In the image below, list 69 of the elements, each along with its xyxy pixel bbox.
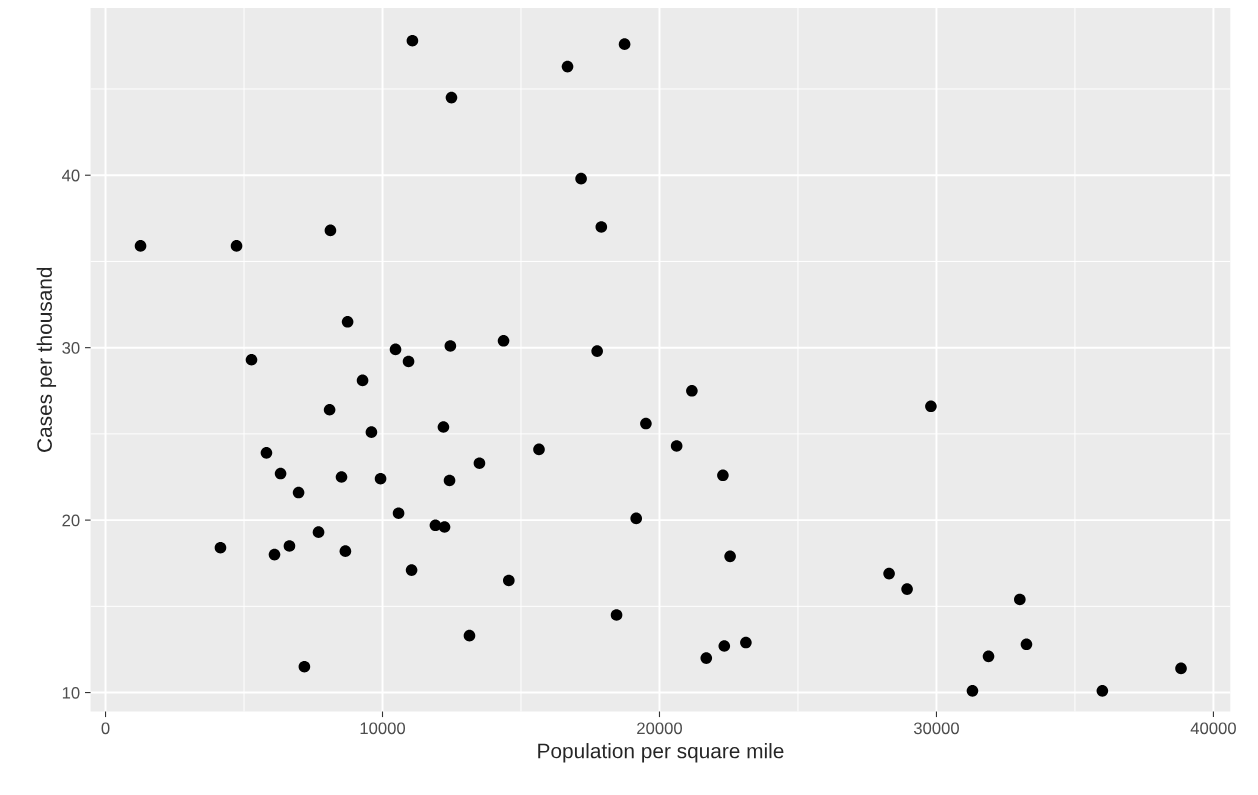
x-tick-label: 30000 xyxy=(913,722,959,735)
point xyxy=(392,507,405,520)
x-tick-label: 10000 xyxy=(360,722,406,735)
point xyxy=(686,384,698,397)
point xyxy=(1175,662,1187,675)
point xyxy=(214,541,227,554)
point xyxy=(134,240,147,252)
point xyxy=(356,374,369,387)
point xyxy=(312,526,325,538)
point xyxy=(533,443,545,456)
x-tick-label: 0 xyxy=(101,722,110,735)
point xyxy=(717,469,729,482)
point xyxy=(630,512,643,525)
point xyxy=(473,457,486,470)
x-axis-title: Population per square mile xyxy=(538,743,784,763)
point xyxy=(610,609,623,621)
point xyxy=(365,426,378,438)
point xyxy=(268,548,281,561)
point xyxy=(374,472,387,485)
point xyxy=(497,334,510,347)
point xyxy=(618,38,631,50)
y-tick-label: 20 xyxy=(62,514,80,527)
point xyxy=(595,221,608,233)
x-tick-label: 40000 xyxy=(1190,722,1236,735)
point xyxy=(670,440,683,452)
point xyxy=(245,353,258,366)
point xyxy=(718,640,731,652)
point xyxy=(324,224,337,237)
point xyxy=(437,421,450,433)
point xyxy=(640,417,652,430)
point xyxy=(503,574,515,587)
point xyxy=(389,343,402,356)
point xyxy=(591,345,603,357)
point xyxy=(402,355,415,368)
point xyxy=(925,400,937,413)
point xyxy=(700,652,713,664)
point xyxy=(443,474,456,487)
x-tick-label: 20000 xyxy=(637,722,682,735)
point xyxy=(1014,593,1026,606)
point xyxy=(323,403,336,416)
y-axis-title: Cases per thousand xyxy=(36,267,57,452)
point xyxy=(1020,638,1033,651)
point xyxy=(883,567,895,580)
point xyxy=(335,471,348,483)
point xyxy=(406,34,419,47)
point xyxy=(444,340,457,352)
point xyxy=(966,685,979,697)
point xyxy=(1096,685,1109,697)
y-tick-label: 30 xyxy=(62,342,80,354)
point xyxy=(463,629,476,642)
point xyxy=(341,315,354,328)
point xyxy=(260,447,273,459)
point xyxy=(283,540,296,552)
point xyxy=(445,91,458,104)
point xyxy=(740,636,752,649)
point xyxy=(230,240,243,252)
point xyxy=(292,486,305,499)
point xyxy=(982,650,995,663)
point xyxy=(274,467,287,480)
point xyxy=(405,564,418,576)
point xyxy=(561,60,574,73)
point xyxy=(724,550,736,563)
point xyxy=(901,583,913,595)
point xyxy=(438,521,451,533)
point xyxy=(298,660,311,673)
point xyxy=(339,545,352,557)
y-tick-label: 40 xyxy=(62,169,80,182)
y-tick-label: 10 xyxy=(62,686,80,699)
point xyxy=(575,172,587,185)
